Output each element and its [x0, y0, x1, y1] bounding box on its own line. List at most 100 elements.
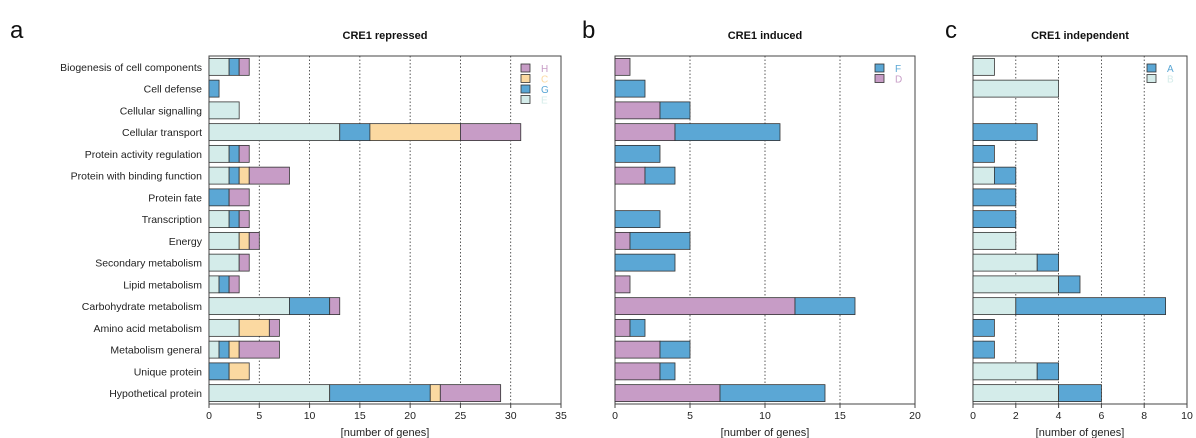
- x-tick-label: 15: [354, 410, 366, 422]
- bar-segment-F: [795, 298, 855, 315]
- x-tick-label: 10: [759, 410, 771, 422]
- panel-letter: c: [945, 17, 957, 44]
- x-tick-label: 2: [1013, 410, 1019, 422]
- category-label: Cellular transport: [122, 127, 202, 139]
- bar-segment-F: [660, 341, 690, 358]
- bar-segment-C: [239, 232, 249, 249]
- bar-segment-E: [209, 211, 229, 228]
- legend-swatch: [521, 96, 530, 104]
- bar-segment-A: [973, 145, 994, 162]
- bar-segment-H: [229, 276, 239, 293]
- bar-segment-F: [720, 385, 825, 402]
- bar-segment-D: [615, 167, 645, 184]
- category-label: Secondary metabolism: [95, 258, 202, 270]
- legend-swatch: [521, 75, 530, 83]
- category-label: Protein activity regulation: [85, 149, 202, 161]
- x-tick-label: 5: [256, 410, 262, 422]
- bar-segment-F: [645, 167, 675, 184]
- bar-segment-H: [330, 298, 340, 315]
- legend-swatch: [1147, 64, 1156, 72]
- bar-segment-B: [973, 232, 1016, 249]
- category-label: Amino acid metabolism: [93, 323, 202, 335]
- bar-segment-F: [660, 363, 675, 380]
- panel-title: CRE1 independent: [1031, 30, 1129, 42]
- bar-segment-D: [615, 232, 630, 249]
- bar-segment-G: [209, 80, 219, 97]
- bar-segment-E: [209, 124, 340, 141]
- x-tick-label: 6: [1098, 410, 1104, 422]
- bar-segment-A: [973, 189, 1016, 206]
- panel-c: c CRE1 independent 0 2 4 6 8 10 [number of genes…: [945, 17, 1193, 438]
- category-label: Lipid metabolism: [123, 279, 202, 291]
- x-tick-label: 5: [687, 410, 693, 422]
- bar-segment-A: [1037, 363, 1058, 380]
- legend-label: H: [541, 64, 548, 75]
- category-label: Carbohydrate metabolism: [82, 301, 202, 313]
- bar-segment-H: [239, 254, 249, 271]
- bar-segment-G: [289, 298, 329, 315]
- bar-segment-A: [1059, 276, 1080, 293]
- legend-label: B: [1167, 75, 1174, 86]
- bar-segment-A: [973, 341, 994, 358]
- bar-segment-G: [219, 341, 229, 358]
- bar-segment-D: [615, 276, 630, 293]
- bar-segment-F: [615, 80, 645, 97]
- bar-segment-A: [1059, 385, 1102, 402]
- bar-segment-C: [229, 363, 249, 380]
- legend-swatch: [521, 85, 530, 93]
- bar-segment-E: [209, 319, 239, 336]
- legend-label: F: [895, 64, 901, 75]
- bar-segment-G: [229, 167, 239, 184]
- category-label: Protein fate: [148, 192, 202, 204]
- panel-a: a CRE1 repressed0 5 10 15 20 25 30 35[number of …: [10, 17, 567, 438]
- bar-segment-F: [630, 319, 645, 336]
- bar-segment-A: [994, 167, 1015, 184]
- bar-segment-H: [229, 189, 249, 206]
- x-tick-label: 4: [1056, 410, 1062, 422]
- bar-segment-D: [615, 298, 795, 315]
- legend-label: E: [541, 96, 548, 107]
- bar-segment-E: [209, 254, 239, 271]
- bar-segment-B: [973, 254, 1037, 271]
- bar-segment-E: [209, 167, 229, 184]
- bar-segment-A: [1037, 254, 1058, 271]
- bar-segment-G: [330, 385, 431, 402]
- bar-segment-G: [209, 363, 229, 380]
- bar-segment-A: [973, 319, 994, 336]
- bar-segment-C: [430, 385, 440, 402]
- bar-segment-H: [249, 167, 289, 184]
- bar-segment-A: [1016, 298, 1166, 315]
- bar-segment-E: [209, 276, 219, 293]
- x-axis-label: [number of genes]: [1036, 427, 1125, 438]
- category-label: Energy: [169, 236, 203, 248]
- category-label: Cellular signalling: [120, 105, 202, 117]
- bar-segment-G: [229, 58, 239, 75]
- bar-segment-D: [615, 385, 720, 402]
- legend-label: A: [1167, 64, 1174, 75]
- category-label: Metabolism general: [110, 345, 202, 357]
- x-tick-label: 0: [612, 410, 618, 422]
- bar-segment-F: [675, 124, 780, 141]
- bar-segment-H: [239, 341, 279, 358]
- bar-segment-C: [239, 319, 269, 336]
- x-tick-label: 0: [970, 410, 976, 422]
- bar-segment-C: [229, 341, 239, 358]
- bar-segment-D: [615, 58, 630, 75]
- bar-segment-E: [209, 298, 289, 315]
- bar-segment-H: [239, 211, 249, 228]
- bar-segment-B: [973, 58, 994, 75]
- legend-swatch: [521, 64, 530, 72]
- x-tick-label: 10: [1181, 410, 1193, 422]
- bar-segment-H: [269, 319, 279, 336]
- bar-segment-B: [973, 80, 1059, 97]
- panel-title: CRE1 repressed: [343, 30, 428, 42]
- bar-segment-H: [249, 232, 259, 249]
- bar-segment-H: [440, 385, 500, 402]
- bar-segment-G: [209, 189, 229, 206]
- legend-swatch: [875, 64, 884, 72]
- legend-label: C: [541, 75, 548, 86]
- x-tick-label: 25: [455, 410, 467, 422]
- bar-segment-D: [615, 341, 660, 358]
- x-tick-label: 30: [505, 410, 517, 422]
